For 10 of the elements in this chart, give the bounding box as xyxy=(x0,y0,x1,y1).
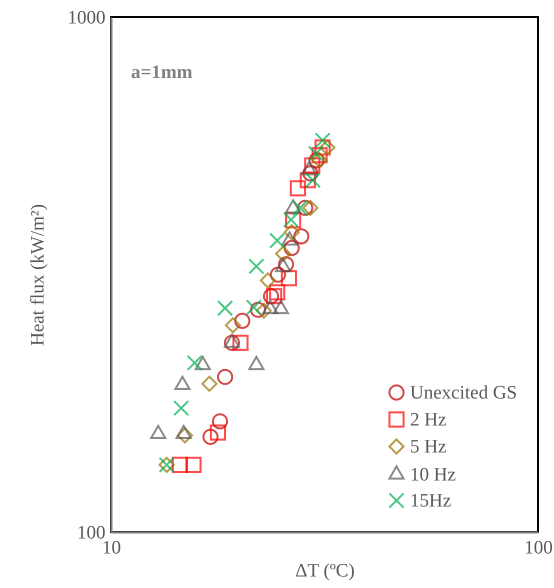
legend-label: 5 Hz xyxy=(410,436,446,458)
annotation: a=1mm xyxy=(131,62,193,83)
x-axis-title: ΔT (ºC) xyxy=(295,560,355,582)
y-tick-label: 1000 xyxy=(68,8,106,28)
legend-label: 10 Hz xyxy=(410,464,456,486)
x-tick-label: 10 xyxy=(102,538,121,558)
legend-label: Unexcited GS xyxy=(410,382,518,404)
legend-label: 15Hz xyxy=(410,490,452,512)
legend-label: 2 Hz xyxy=(410,410,446,430)
y-axis-title: Heat flux (kW/m²) xyxy=(28,204,48,346)
